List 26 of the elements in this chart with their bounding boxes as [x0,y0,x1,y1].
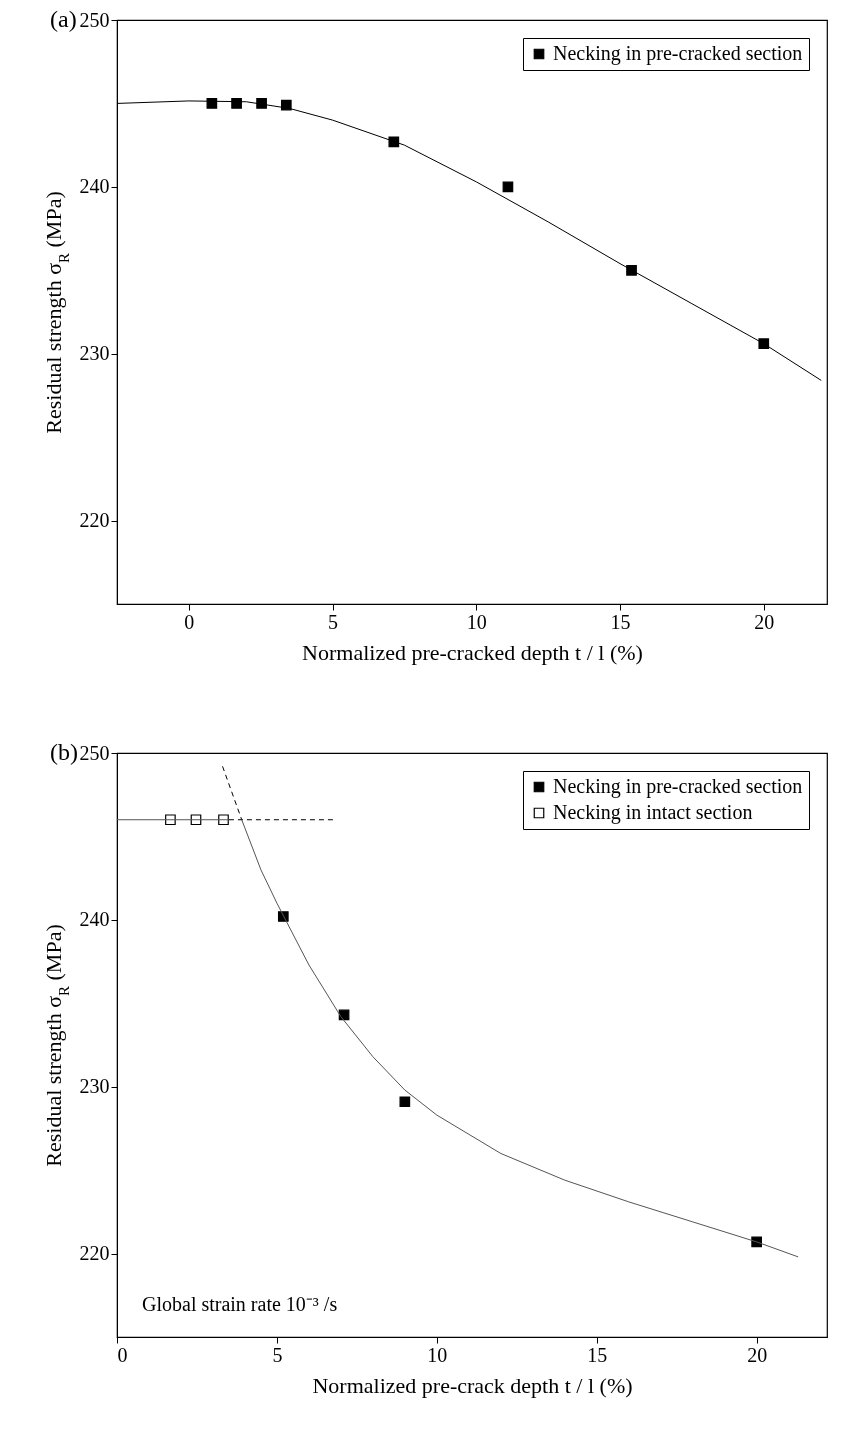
y-tick-label: 240 [79,175,110,198]
x-tick-label: 5 [272,1343,283,1366]
y-tick-label: 250 [79,741,110,764]
chart-title: (b) [50,739,78,765]
x-tick-label: 15 [587,1343,608,1366]
x-tick-label: 10 [427,1343,448,1366]
annotation: Global strain rate 10⁻³ /s [142,1293,338,1315]
x-tick-label: 10 [466,610,487,633]
y-tick-label: 220 [79,509,110,532]
x-tick-label: 5 [328,610,339,633]
legend-label: Necking in pre-cracked section [553,775,803,798]
x-tick-label: 0 [184,610,195,633]
chart-title: (a) [50,6,77,32]
y-tick-label: 240 [79,908,110,931]
x-axis-title: Normalized pre-crack depth t / l (%) [312,1372,633,1398]
x-tick-label: 20 [754,610,775,633]
x-tick-label: 0 [117,1343,128,1366]
legend-label: Necking in intact section [553,801,753,824]
x-tick-label: 20 [747,1343,768,1366]
y-tick-label: 230 [79,342,110,365]
y-tick-label: 250 [79,8,110,31]
y-tick-label: 220 [79,1242,110,1265]
x-tick-label: 15 [610,610,631,633]
legend-label: Necking in pre-cracked section [553,42,803,65]
x-axis-title: Normalized pre-cracked depth t / l (%) [302,639,643,665]
y-tick-label: 230 [79,1075,110,1098]
